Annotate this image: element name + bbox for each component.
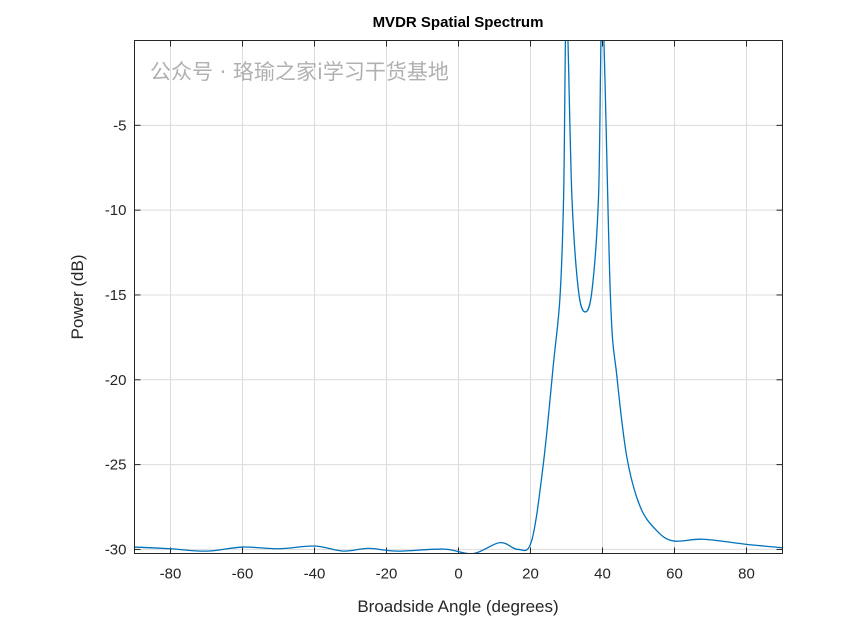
ticks: -80 -60 -40 -20 0 20 40 60 80 -5 -10 -15 -20 -25 -30 bbox=[105, 40, 783, 583]
x-axis-label: Broadside Angle (degrees) bbox=[357, 597, 558, 616]
watermark: 公众号 · 珞瑜之家i学习干货基地 bbox=[150, 60, 449, 84]
y-tick-label: -10 bbox=[105, 202, 127, 219]
x-tick-label: 40 bbox=[594, 566, 611, 583]
y-axis-label: Power (dB) bbox=[68, 254, 87, 339]
series-line bbox=[134, 40, 783, 554]
y-tick-label: -5 bbox=[113, 117, 126, 134]
chart-title: MVDR Spatial Spectrum bbox=[373, 14, 544, 31]
y-tick-label: -20 bbox=[105, 372, 127, 389]
x-tick-label: 0 bbox=[454, 566, 462, 583]
x-tick-label: -60 bbox=[232, 566, 254, 583]
grid bbox=[134, 40, 783, 554]
x-tick-label: 60 bbox=[666, 566, 683, 583]
x-tick-label: -40 bbox=[304, 566, 326, 583]
y-tick-label: -25 bbox=[105, 457, 127, 474]
x-tick-label: -20 bbox=[376, 566, 398, 583]
y-tick-label: -15 bbox=[105, 287, 127, 304]
y-tick-label: -30 bbox=[105, 541, 127, 558]
x-tick-label: 80 bbox=[738, 566, 755, 583]
axes-box bbox=[134, 40, 783, 554]
x-tick-label: -80 bbox=[160, 566, 182, 583]
x-tick-label: 20 bbox=[522, 566, 539, 583]
